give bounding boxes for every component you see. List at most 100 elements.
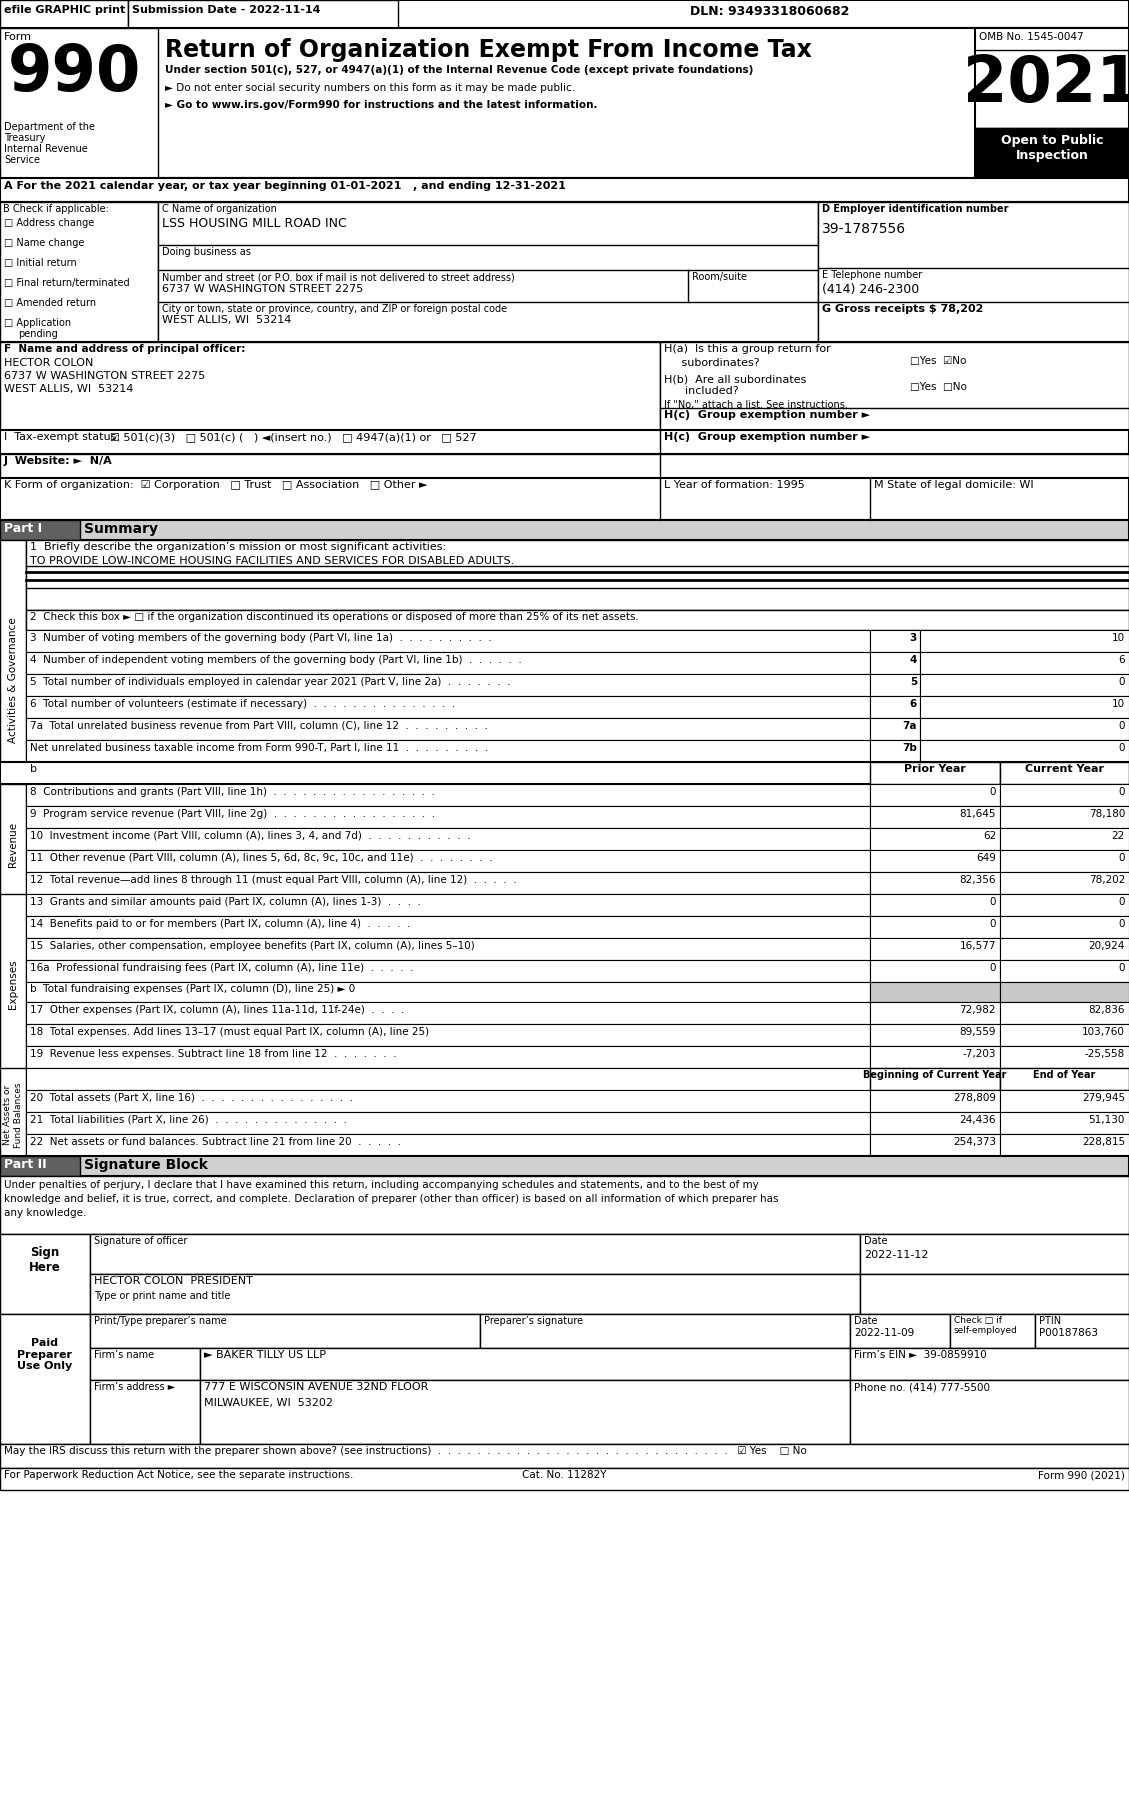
Bar [26,675,870,697]
Text: 279,945: 279,945 [1082,1094,1124,1103]
Text: □Yes  □No: □Yes □No [910,383,966,392]
Text: included?: included? [664,386,738,395]
Text: Beginning of Current Year: Beginning of Current Year [864,1070,1007,1079]
Bar [1000,1134,1129,1156]
Text: 2022-11-09: 2022-11-09 [854,1328,914,1339]
Text: 7a: 7a [902,720,917,731]
Text: ► Go to www.irs.gov/Form990 for instructions and the latest information.: ► Go to www.irs.gov/Form990 for instruct… [165,100,597,111]
Bar [1000,762,1129,784]
Text: 9  Program service revenue (Part VIII, line 2g)  .  .  .  .  .  .  .  .  .  .  .: 9 Program service revenue (Part VIII, li… [30,809,435,818]
Bar [200,1348,850,1380]
Text: If "No," attach a list. See instructions.: If "No," attach a list. See instructions… [664,401,848,410]
Text: ☑ 501(c)(3)   □ 501(c) (   ) ◄(insert no.)   □ 4947(a)(1) or   □ 527: ☑ 501(c)(3) □ 501(c) ( ) ◄(insert no.) □… [110,432,476,443]
Text: 78,180: 78,180 [1088,809,1124,818]
Text: 990: 990 [8,42,141,103]
Bar [870,1112,1000,1134]
Text: 228,815: 228,815 [1082,1137,1124,1146]
Text: Prior Year: Prior Year [904,764,966,775]
Text: P00187863: P00187863 [1039,1328,1099,1339]
Bar [870,938,1000,960]
Text: Phone no. (414) 777-5500: Phone no. (414) 777-5500 [854,1382,990,1391]
Text: HECTOR COLON: HECTOR COLON [5,357,94,368]
Bar [660,343,1129,430]
Text: May the IRS discuss this return with the preparer shown above? (see instructions: May the IRS discuss this return with the… [5,1446,807,1457]
Text: 0: 0 [1119,853,1124,863]
Bar [870,960,1000,981]
Text: 82,356: 82,356 [960,874,996,885]
Text: Cat. No. 11282Y: Cat. No. 11282Y [523,1469,606,1480]
Bar [1000,1001,1129,1023]
Bar [870,981,1000,1001]
Text: 7b: 7b [902,744,917,753]
Text: F  Name and address of principal officer:: F Name and address of principal officer: [5,345,245,354]
Text: 12  Total revenue—add lines 8 through 11 (must equal Part VIII, column (A), line: 12 Total revenue—add lines 8 through 11 … [30,874,517,885]
Bar [26,827,870,851]
Text: □Yes  ☑No: □Yes ☑No [910,356,966,366]
Text: City or town, state or province, country, and ZIP or foreign postal code: City or town, state or province, country… [161,305,507,314]
Text: 2021: 2021 [963,53,1129,114]
Text: Current Year: Current Year [1025,764,1104,775]
Text: 3  Number of voting members of the governing body (Part VI, line 1a)  .  .  .  .: 3 Number of voting members of the govern… [30,633,492,642]
Text: 0: 0 [1119,896,1124,907]
Text: ► Do not enter social security numbers on this form as it may be made public.: ► Do not enter social security numbers o… [165,83,575,93]
Text: subordinates?: subordinates? [664,357,760,368]
Bar [90,1348,200,1380]
Text: 81,645: 81,645 [960,809,996,818]
Text: For Paperwork Reduction Act Notice, see the separate instructions.: For Paperwork Reduction Act Notice, see … [5,1469,353,1480]
Text: M State of legal domicile: WI: M State of legal domicile: WI [874,481,1034,490]
Text: 78,202: 78,202 [1088,874,1124,885]
Text: Paid
Preparer
Use Only: Paid Preparer Use Only [17,1339,72,1371]
Text: 0: 0 [1119,963,1124,972]
Bar [860,1273,1129,1313]
Text: Print/Type preparer’s name: Print/Type preparer’s name [94,1315,227,1326]
Bar [0,454,1129,479]
Text: Return of Organization Exempt From Income Tax: Return of Organization Exempt From Incom… [165,38,812,62]
Bar [1000,916,1129,938]
Bar [0,343,1129,430]
Text: 6: 6 [1119,655,1124,666]
Text: 6737 W WASHINGTON STREET 2275: 6737 W WASHINGTON STREET 2275 [161,285,364,294]
Text: 0: 0 [1119,787,1124,796]
Text: H(c)  Group exemption number ►: H(c) Group exemption number ► [664,410,870,421]
Bar [0,1068,26,1163]
Bar [870,697,920,718]
Bar [26,1112,870,1134]
Text: DLN: 93493318060682: DLN: 93493318060682 [690,5,849,18]
Bar [158,201,819,343]
Bar [0,1175,1129,1234]
Text: Room/suite: Room/suite [692,272,747,281]
Bar [1000,1068,1129,1090]
Text: C Name of organization: C Name of organization [161,203,277,214]
Bar [26,541,1129,610]
Bar [920,740,1129,762]
Bar [90,1380,200,1444]
Bar [850,1348,1129,1380]
Bar [870,629,920,651]
Text: 5  Total number of individuals employed in calendar year 2021 (Part V, line 2a) : 5 Total number of individuals employed i… [30,677,510,688]
Bar [26,718,870,740]
Bar [1000,960,1129,981]
Text: Open to Public
Inspection: Open to Public Inspection [1000,134,1103,161]
Text: Activities & Governance: Activities & Governance [8,617,18,742]
Text: Treasury: Treasury [5,132,45,143]
Text: WEST ALLIS, WI  53214: WEST ALLIS, WI 53214 [161,316,291,325]
Text: knowledge and belief, it is true, correct, and complete. Declaration of preparer: knowledge and belief, it is true, correc… [5,1194,779,1204]
Bar [920,651,1129,675]
Bar [1035,1313,1129,1348]
Text: D Employer identification number: D Employer identification number [822,203,1008,214]
Bar [1000,938,1129,960]
Text: □ Application: □ Application [5,317,71,328]
Text: Signature Block: Signature Block [84,1157,208,1172]
Text: PTIN: PTIN [1039,1315,1061,1326]
Text: Department of the: Department of the [5,122,95,132]
Text: 777 E WISCONSIN AVENUE 32ND FLOOR: 777 E WISCONSIN AVENUE 32ND FLOOR [204,1382,428,1391]
Text: Expenses: Expenses [8,960,18,1009]
Text: J  Website: ►  N/A: J Website: ► N/A [5,455,113,466]
Text: 0: 0 [1119,920,1124,929]
Text: 3: 3 [910,633,917,642]
Text: Net unrelated business taxable income from Form 990-T, Part I, line 11  .  .  . : Net unrelated business taxable income fr… [30,744,488,753]
Bar [26,1134,870,1156]
Text: Type or print name and title: Type or print name and title [94,1292,230,1301]
Text: □ Initial return: □ Initial return [5,258,77,268]
Bar [870,651,920,675]
